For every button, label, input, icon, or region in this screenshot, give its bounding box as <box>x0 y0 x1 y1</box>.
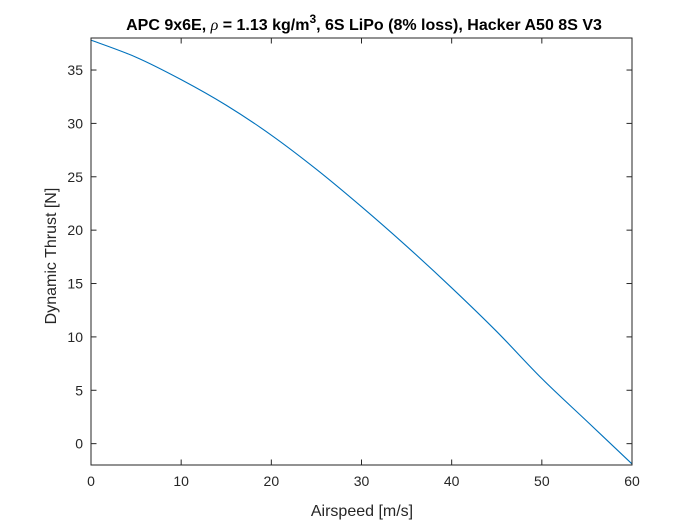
x-axis-label: Airspeed [m/s] <box>311 503 413 520</box>
y-tick-label: 20 <box>67 222 83 238</box>
x-tick-label: 10 <box>173 473 189 489</box>
plot-area: 0 10 20 30 40 50 60 0 5 10 15 20 25 30 35 <box>67 37 640 489</box>
y-axis-label: Dynamic Thrust [N] <box>43 188 60 325</box>
y-tick-label: 15 <box>67 276 83 292</box>
y-tick-label: 5 <box>75 382 83 398</box>
y-tick-label: 10 <box>67 329 83 345</box>
title-middle: = 1.13 kg/m <box>218 17 309 34</box>
title-rho-symbol: ρ <box>210 17 219 34</box>
x-axis: 0 10 20 30 40 50 60 <box>87 38 640 489</box>
x-tick-label: 30 <box>354 473 370 489</box>
y-axis: 0 5 10 15 20 25 30 35 <box>67 62 632 452</box>
title-superscript: 3 <box>309 12 316 26</box>
x-tick-label: 50 <box>534 473 550 489</box>
x-tick-label: 40 <box>444 473 460 489</box>
x-tick-label: 20 <box>264 473 280 489</box>
axes-background <box>91 38 632 465</box>
title-lead: APC 9x6E, <box>126 17 210 34</box>
thrust-curve-line <box>90 39 633 465</box>
title-tail: , 6S LiPo (8% loss), Hacker A50 8S V3 <box>316 17 602 34</box>
chart-title: APC 9x6E, ρ = 1.13 kg/m3, 6S LiPo (8% lo… <box>126 12 602 34</box>
y-tick-label: 30 <box>67 115 83 131</box>
series-layer <box>90 39 633 465</box>
x-tick-label: 0 <box>87 473 95 489</box>
x-tick-label: 60 <box>624 473 640 489</box>
y-tick-label: 35 <box>67 62 83 78</box>
y-tick-label: 25 <box>67 169 83 185</box>
y-tick-label: 0 <box>75 436 83 452</box>
